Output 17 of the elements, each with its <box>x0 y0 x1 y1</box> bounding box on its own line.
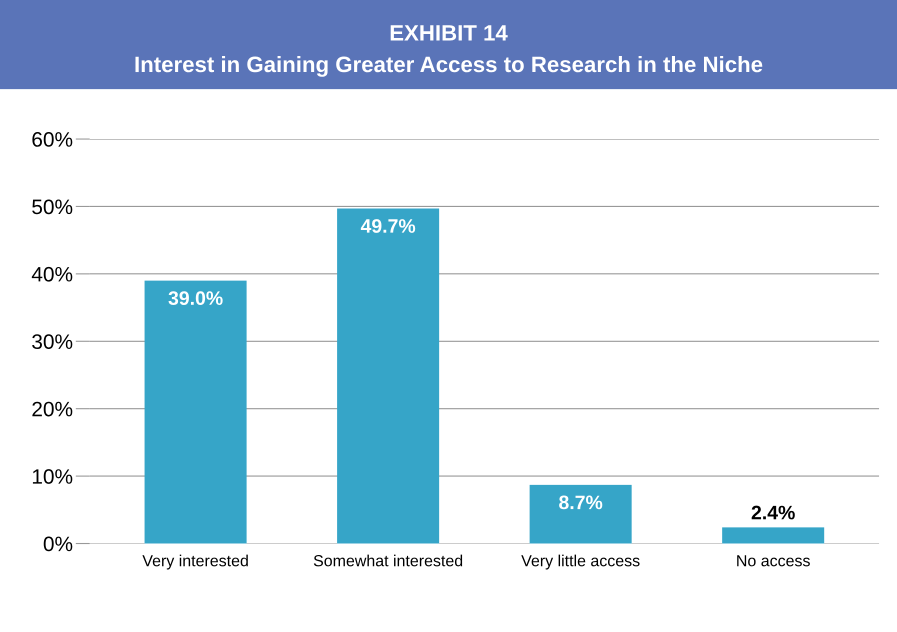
x-tick-label: No access <box>737 555 810 566</box>
data-label: 2.4% <box>752 506 795 520</box>
x-tick-label: Very little access <box>521 554 640 570</box>
y-tick-label: 0% <box>44 536 72 552</box>
y-tick-label: 60% <box>32 132 72 147</box>
data-label: 8.7% <box>559 495 602 510</box>
x-tick-label: Somewhat interested <box>314 554 462 566</box>
y-tick-label: 20% <box>32 402 72 416</box>
chart-subtitle: Interest in Gaining Greater Access to Research in the Niche <box>136 56 762 77</box>
y-tick-label: 50% <box>32 199 72 214</box>
chart-title: EXHIBIT 14 <box>390 25 508 41</box>
y-tick-label: 10% <box>32 469 72 484</box>
x-tick-label: Very interested <box>142 554 248 570</box>
y-tick-label: 40% <box>32 266 72 282</box>
data-label: 39.0% <box>168 291 223 306</box>
data-label: 49.7% <box>360 219 416 233</box>
y-tick-label: 30% <box>32 334 72 350</box>
